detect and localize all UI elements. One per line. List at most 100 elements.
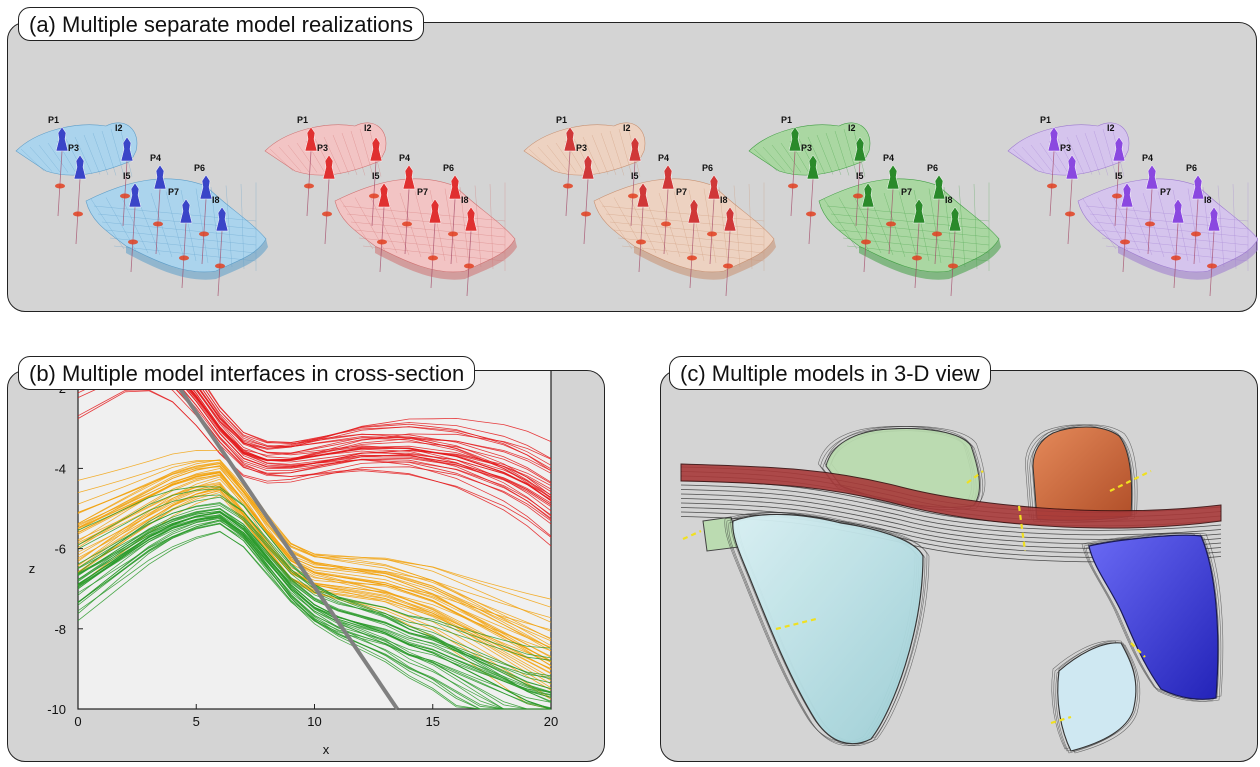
well-marker xyxy=(304,126,318,152)
interface-green-line xyxy=(77,508,551,710)
well-marker xyxy=(1171,198,1185,224)
x-axis-label: x xyxy=(323,742,330,757)
interface-green-line xyxy=(77,511,552,690)
well-perforation xyxy=(322,211,332,217)
well-path xyxy=(1050,715,1072,725)
well-path xyxy=(966,470,984,484)
surface-edge xyxy=(634,239,776,280)
x-tick-label: 15 xyxy=(426,714,440,729)
interface-green-line xyxy=(77,514,551,710)
interface-orange-mean xyxy=(77,471,552,662)
well-perforation xyxy=(304,183,314,189)
interface-orange-line xyxy=(77,472,552,657)
realization-5: P1 I2 P3 P4 I5 P6 P7 I8 xyxy=(1007,115,1258,297)
well-label: P1 xyxy=(556,115,567,125)
well-path xyxy=(775,617,817,631)
small-body xyxy=(1057,642,1137,752)
well-label: I5 xyxy=(1115,171,1123,181)
well-label: P4 xyxy=(658,153,669,163)
well-label: P7 xyxy=(676,187,687,197)
interface-red-line xyxy=(191,371,552,470)
well-perforation xyxy=(861,239,871,245)
well-marker xyxy=(153,164,167,190)
well-marker xyxy=(377,182,391,208)
well-perforation xyxy=(687,255,697,261)
well-perforation xyxy=(73,211,83,217)
well-label: P1 xyxy=(48,115,59,125)
well-marker xyxy=(563,126,577,152)
well-label: P7 xyxy=(417,187,428,197)
well-label: I2 xyxy=(848,123,856,133)
interface-red-line xyxy=(184,371,552,459)
well-label: I2 xyxy=(364,123,372,133)
interface-orange-line xyxy=(77,459,552,647)
well-label: I8 xyxy=(720,195,728,205)
well-marker xyxy=(448,174,462,200)
well-label: P6 xyxy=(443,163,454,173)
interface-green-line xyxy=(77,514,551,710)
three-d-view xyxy=(680,424,1224,754)
interface-red-line xyxy=(189,371,552,496)
interface-green-line xyxy=(77,531,552,710)
well-perforation xyxy=(1047,183,1057,189)
well-label: P4 xyxy=(1142,153,1153,163)
well-label: P7 xyxy=(1160,187,1171,197)
x-tick-label: 5 xyxy=(193,714,200,729)
well-marker xyxy=(707,174,721,200)
interface-green-line xyxy=(77,516,551,710)
panel-a: P1 I2 P3 P4 I5 P6 P7 I8 P1 I2 P3 P4 I5 P6 P7 I8 P1 I2 P3 P4… xyxy=(7,22,1258,312)
interface-orange-line xyxy=(77,459,552,642)
well-label: I8 xyxy=(1204,195,1212,205)
interface-red-line xyxy=(185,371,552,512)
well-label: P4 xyxy=(883,153,894,163)
surface-grid xyxy=(269,126,506,271)
well-perforation xyxy=(369,193,379,199)
well-marker xyxy=(932,174,946,200)
well-marker xyxy=(215,206,229,232)
well-marker xyxy=(464,206,478,232)
well-label: P7 xyxy=(901,187,912,197)
well-perforation xyxy=(636,239,646,245)
well-label: P1 xyxy=(781,115,792,125)
well-perforation xyxy=(428,255,438,261)
y-axis-label: z xyxy=(29,561,36,576)
well-perforation xyxy=(912,255,922,261)
well-marker xyxy=(179,198,193,224)
interface-red-line xyxy=(175,371,552,506)
model-bodies xyxy=(680,424,1224,754)
interface-red-line xyxy=(77,389,552,522)
well-marker xyxy=(853,136,867,162)
realization-3: P1 I2 P3 P4 I5 P6 P7 I8 xyxy=(523,115,776,297)
well-label: P3 xyxy=(576,143,587,153)
well-marker xyxy=(73,154,87,180)
panel-b: 051015200-2-4-6-8-10 x z xyxy=(7,370,605,762)
well-marker xyxy=(723,206,737,232)
well-label: P4 xyxy=(150,153,161,163)
interface-green-line xyxy=(77,523,552,693)
interface-green-line xyxy=(77,522,551,710)
well-perforation xyxy=(448,231,458,237)
well-marker xyxy=(1065,154,1079,180)
y-tick-label: -8 xyxy=(54,622,66,637)
realization-4: P1 I2 P3 P4 I5 P6 P7 I8 xyxy=(748,115,1001,297)
well-path xyxy=(1109,470,1152,492)
well-perforation xyxy=(464,263,474,269)
x-tick-label: 10 xyxy=(307,714,321,729)
well-marker xyxy=(886,164,900,190)
surface-grid xyxy=(20,126,257,271)
well-marker xyxy=(861,182,875,208)
well-label: P3 xyxy=(801,143,812,153)
orange-body xyxy=(1032,426,1133,521)
well-marker xyxy=(55,126,69,152)
well-perforation xyxy=(55,183,65,189)
well-label: I8 xyxy=(945,195,953,205)
well-perforation xyxy=(377,239,387,245)
well-perforation xyxy=(661,221,671,227)
well-label: I8 xyxy=(461,195,469,205)
surface-grid xyxy=(753,126,990,271)
interface-red-line xyxy=(77,371,552,496)
well-label: P3 xyxy=(317,143,328,153)
well-marker xyxy=(948,206,962,232)
well-label: P6 xyxy=(702,163,713,173)
surface-edge xyxy=(126,239,268,280)
